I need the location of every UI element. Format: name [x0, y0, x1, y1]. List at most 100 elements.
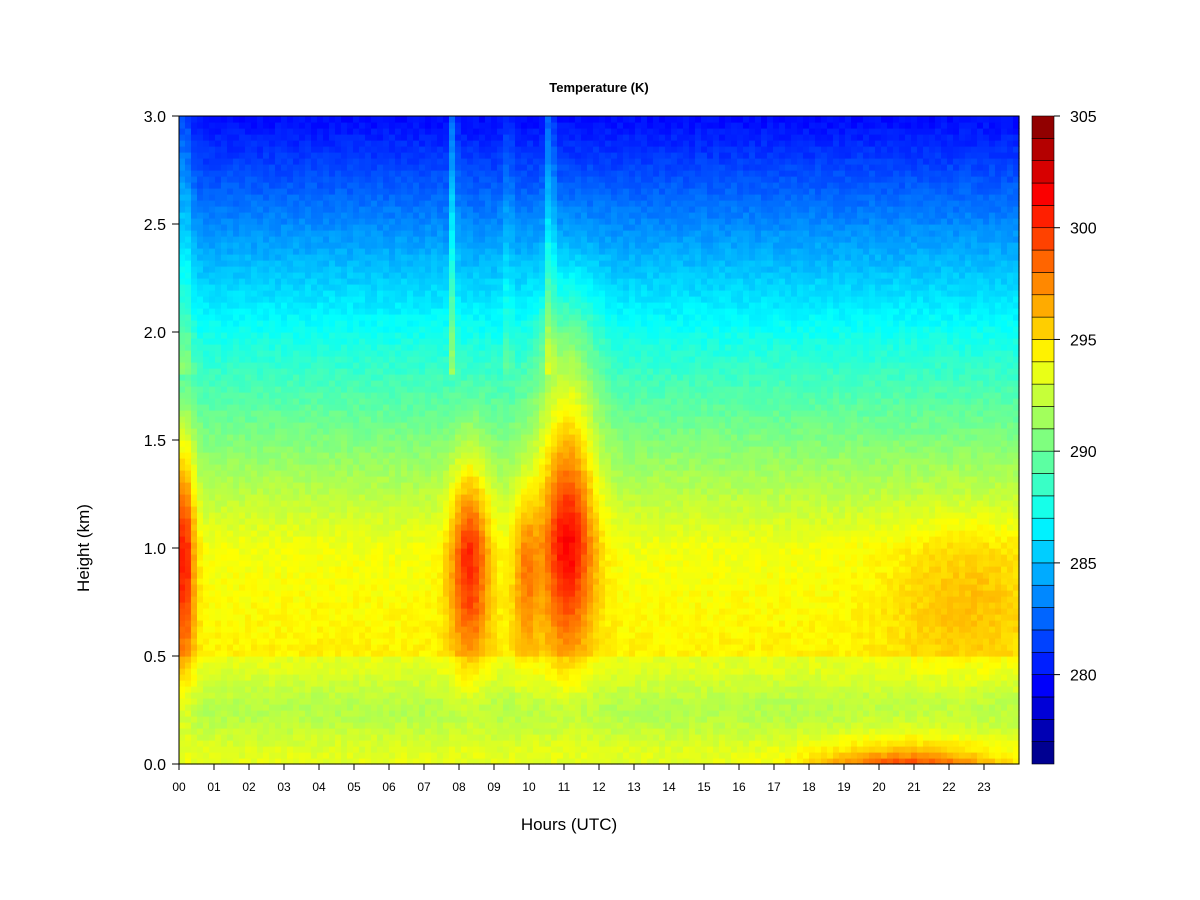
- heatmap-cell: [179, 410, 186, 417]
- heatmap-cell: [389, 176, 396, 183]
- heatmap-cell: [305, 338, 312, 345]
- heatmap-cell: [455, 710, 462, 717]
- heatmap-cell: [401, 518, 408, 525]
- heatmap-cell: [353, 302, 360, 309]
- heatmap-cell: [413, 464, 420, 471]
- heatmap-cell: [281, 122, 288, 129]
- heatmap-cell: [185, 686, 192, 693]
- heatmap-cell: [203, 362, 210, 369]
- heatmap-cell: [227, 530, 234, 537]
- heatmap-cell: [179, 350, 186, 357]
- heatmap-cell: [347, 314, 354, 321]
- heatmap-cell: [401, 314, 408, 321]
- heatmap-cell: [413, 524, 420, 531]
- heatmap-cell: [191, 692, 198, 699]
- heatmap-cell: [251, 140, 258, 147]
- heatmap-cell: [335, 644, 342, 651]
- heatmap-cell: [311, 506, 318, 513]
- heatmap-cell: [251, 578, 258, 585]
- heatmap-cell: [197, 386, 204, 393]
- heatmap-cell: [209, 752, 216, 759]
- heatmap-cell: [287, 572, 294, 579]
- heatmap-cell: [233, 662, 240, 669]
- heatmap-cell: [449, 188, 456, 195]
- heatmap-cell: [455, 740, 462, 747]
- heatmap-cell: [263, 452, 270, 459]
- heatmap-cell: [287, 296, 294, 303]
- heatmap-cell: [227, 518, 234, 525]
- heatmap-cell: [251, 632, 258, 639]
- heatmap-cell: [407, 692, 414, 699]
- heatmap-cell: [371, 518, 378, 525]
- heatmap-cell: [359, 290, 366, 297]
- heatmap-cell: [389, 158, 396, 165]
- heatmap-cell: [263, 260, 270, 267]
- heatmap-cell: [269, 698, 276, 705]
- heatmap-cell: [263, 380, 270, 387]
- heatmap-cell: [383, 428, 390, 435]
- heatmap-cell: [353, 386, 360, 393]
- heatmap-cell: [383, 344, 390, 351]
- heatmap-cell: [407, 518, 414, 525]
- heatmap-cell: [269, 248, 276, 255]
- heatmap-cell: [263, 674, 270, 681]
- heatmap-cell: [413, 686, 420, 693]
- heatmap-cell: [221, 350, 228, 357]
- heatmap-cell: [425, 122, 432, 129]
- heatmap-cell: [191, 542, 198, 549]
- heatmap-cell: [359, 326, 366, 333]
- heatmap-cell: [287, 320, 294, 327]
- heatmap-cell: [329, 602, 336, 609]
- heatmap-cell: [437, 260, 444, 267]
- heatmap-cell: [407, 356, 414, 363]
- heatmap-cell: [401, 194, 408, 201]
- heatmap-cell: [377, 458, 384, 465]
- heatmap-cell: [203, 554, 210, 561]
- heatmap-cell: [359, 716, 366, 723]
- heatmap-cell: [359, 362, 366, 369]
- heatmap-cell: [185, 656, 192, 663]
- heatmap-cell: [389, 440, 396, 447]
- heatmap-cell: [377, 134, 384, 141]
- heatmap-cell: [329, 170, 336, 177]
- heatmap-cell: [443, 692, 450, 699]
- heatmap-cell: [443, 620, 450, 627]
- heatmap-cell: [185, 440, 192, 447]
- heatmap-cell: [203, 212, 210, 219]
- heatmap-cell: [317, 428, 324, 435]
- heatmap-cell: [455, 668, 462, 675]
- heatmap-cell: [299, 746, 306, 753]
- heatmap-cell: [287, 404, 294, 411]
- heatmap-cell: [293, 452, 300, 459]
- heatmap-cell: [227, 650, 234, 657]
- heatmap-cell: [275, 464, 282, 471]
- heatmap-cell: [317, 542, 324, 549]
- heatmap-cell: [203, 512, 210, 519]
- heatmap-cell: [245, 662, 252, 669]
- heatmap-cell: [239, 374, 246, 381]
- heatmap-cell: [377, 626, 384, 633]
- heatmap-cell: [449, 350, 456, 357]
- heatmap-cell: [407, 728, 414, 735]
- heatmap-cell: [341, 746, 348, 753]
- heatmap-cell: [311, 614, 318, 621]
- heatmap-cell: [437, 686, 444, 693]
- heatmap-cell: [317, 266, 324, 273]
- heatmap-cell: [245, 410, 252, 417]
- heatmap-cell: [383, 584, 390, 591]
- heatmap-cell: [239, 320, 246, 327]
- heatmap-cell: [443, 386, 450, 393]
- heatmap-cell: [407, 320, 414, 327]
- heatmap-cell: [239, 698, 246, 705]
- heatmap-cell: [203, 680, 210, 687]
- heatmap-cell: [353, 434, 360, 441]
- heatmap-cell: [383, 350, 390, 357]
- heatmap-cell: [263, 464, 270, 471]
- heatmap-cell: [371, 308, 378, 315]
- heatmap-cell: [251, 572, 258, 579]
- heatmap-cell: [407, 296, 414, 303]
- heatmap-cell: [305, 638, 312, 645]
- heatmap-cell: [221, 188, 228, 195]
- heatmap-cell: [227, 746, 234, 753]
- heatmap-cell: [353, 614, 360, 621]
